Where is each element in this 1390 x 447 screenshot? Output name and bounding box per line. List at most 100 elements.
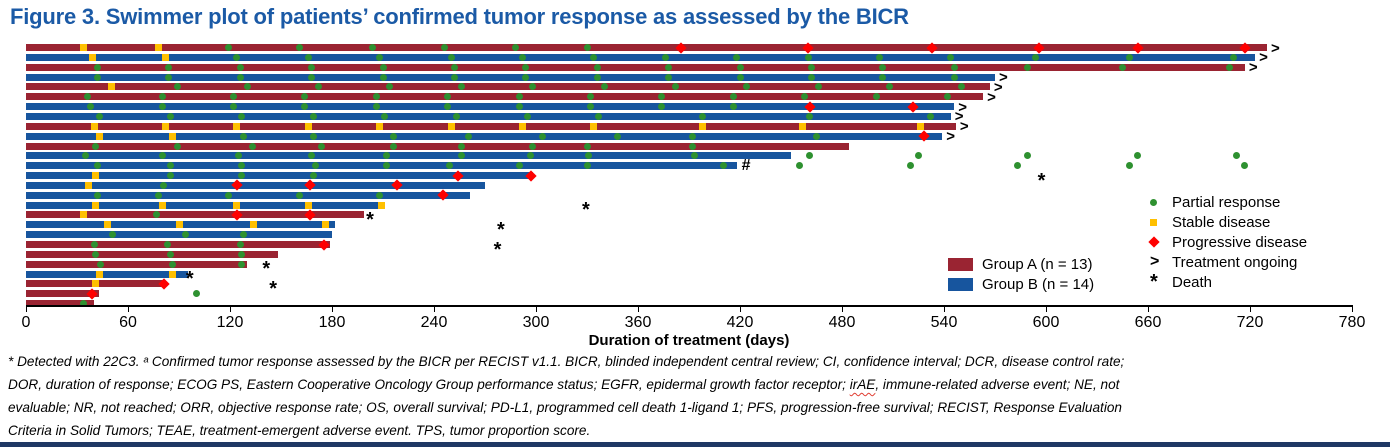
ongoing-symbol: > (993, 78, 1003, 96)
x-tick-label: 240 (420, 314, 448, 331)
pr-marker (92, 142, 100, 150)
pr-marker (386, 83, 394, 91)
pr-marker (389, 142, 397, 150)
pr-marker (379, 73, 387, 81)
pr-marker (155, 191, 163, 199)
legend-label: Partial response (1172, 193, 1281, 211)
followup-pr-marker (1134, 152, 1142, 160)
pr-marker (593, 63, 601, 71)
sd-marker (590, 122, 598, 130)
pr-marker (168, 260, 176, 268)
pr-marker (886, 83, 894, 91)
group-b-swatch (948, 277, 973, 291)
pd-legend-marker (1148, 236, 1160, 248)
pr-marker (229, 93, 237, 101)
footnote-line-2-post: , immune-related adverse event; NE, not (875, 377, 1120, 392)
pr-marker (807, 63, 815, 71)
pr-marker (614, 132, 622, 140)
pr-marker (806, 112, 814, 120)
ongoing-symbol: > (987, 88, 996, 106)
sd-marker (155, 44, 163, 51)
pr-marker (80, 300, 88, 308)
x-tick (128, 307, 129, 312)
pr-marker (376, 191, 384, 199)
pr-marker (309, 132, 317, 140)
pr-marker (173, 142, 181, 150)
ongoing-symbol: > (1248, 59, 1258, 77)
death-symbol: * (269, 277, 277, 300)
pr-marker (450, 73, 458, 81)
footnote-irae-term: irAE (849, 377, 876, 392)
pr-marker (515, 162, 523, 170)
sd-marker (107, 83, 115, 91)
pr-marker (93, 63, 101, 71)
group-legend-label: Group B (n = 14) (982, 275, 1095, 293)
legend-label: Death (1172, 273, 1213, 291)
pr-marker (457, 142, 465, 150)
pr-marker (236, 63, 244, 71)
swimmer-bar-row-26 (26, 290, 100, 298)
pr-marker (153, 211, 161, 219)
pr-marker (729, 93, 737, 101)
x-tick-label: 0 (21, 314, 31, 331)
pr-marker (658, 93, 666, 101)
pr-marker (875, 53, 883, 61)
followup-pr-marker (1013, 162, 1021, 170)
pr-marker (464, 132, 472, 140)
swimmer-bar-row-3 (26, 63, 1245, 71)
x-tick (1352, 307, 1353, 312)
followup-pr-marker (796, 162, 803, 170)
swimmer-bar-row-27 (26, 300, 94, 308)
pr-marker (158, 152, 166, 160)
x-tick-label: 60 (119, 314, 137, 331)
pr-marker (372, 93, 380, 101)
pr-marker (719, 162, 727, 170)
pr-marker (699, 112, 707, 120)
pr-marker (389, 132, 397, 140)
x-tick (1046, 307, 1047, 312)
legend-item-ongoing: > Treatment ongoing (1150, 252, 1307, 272)
x-tick (26, 307, 27, 312)
x-tick-label: 540 (930, 314, 958, 331)
pr-marker (93, 73, 101, 81)
pr-marker (529, 142, 537, 150)
x-tick (434, 307, 435, 312)
swimmer-bar-row-5 (26, 83, 990, 91)
x-tick-label: 300 (522, 314, 550, 331)
ongoing-symbol: > (959, 118, 969, 136)
footnote-line-1: * Detected with 22C3. ᵃ Confirmed tumor … (8, 354, 1125, 369)
pr-marker (943, 93, 951, 101)
swimmer-bar-row-14 (26, 172, 533, 180)
pr-marker (296, 44, 304, 51)
pr-marker (381, 112, 389, 120)
sd-marker (92, 201, 100, 209)
pr-marker (240, 231, 248, 239)
sd-marker (80, 44, 88, 51)
pr-marker (309, 172, 317, 180)
pr-marker (585, 152, 593, 160)
pr-marker (167, 162, 174, 170)
pr-marker (457, 152, 465, 160)
pr-marker (235, 152, 242, 160)
pr-marker (736, 73, 744, 81)
pr-marker (82, 152, 89, 160)
pr-marker (379, 63, 387, 71)
pr-marker (539, 132, 547, 140)
x-tick (944, 307, 945, 312)
pr-marker (167, 250, 174, 258)
ongoing-symbol: > (946, 128, 956, 146)
sd-marker (88, 53, 96, 61)
followup-pr-marker (192, 290, 200, 298)
x-tick (638, 307, 639, 312)
legend-label: Progressive disease (1172, 233, 1308, 251)
sd-legend-icon (1150, 218, 1172, 226)
swimmer-bar-row-20 (26, 231, 332, 239)
pr-legend-marker (1150, 198, 1157, 206)
swimmer-bar-row-22 (26, 250, 278, 258)
pr-marker (879, 63, 887, 71)
pr-marker (950, 63, 958, 71)
legend-item-pr: Partial response (1150, 192, 1307, 212)
pr-marker (318, 142, 326, 150)
pr-marker (457, 83, 465, 91)
pr-marker (238, 172, 246, 180)
